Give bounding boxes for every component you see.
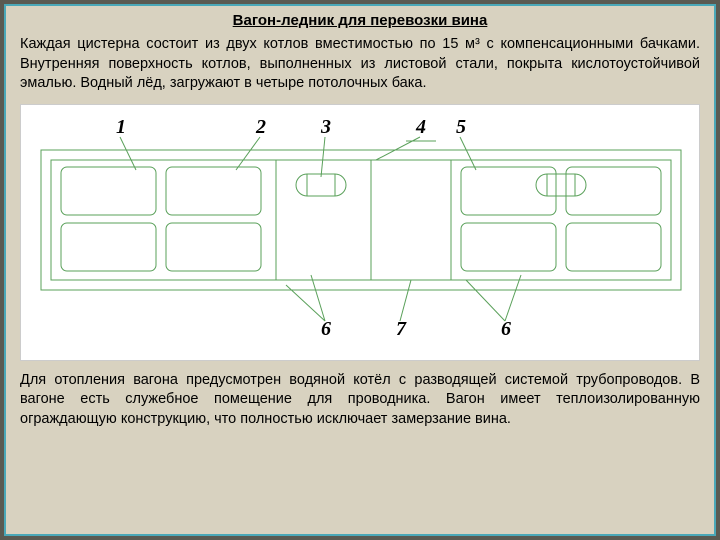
paragraph-2: Для отопления вагона предусмотрен водяно… bbox=[6, 367, 714, 434]
svg-text:7: 7 bbox=[396, 318, 407, 340]
page-title: Вагон-ледник для перевозки вина bbox=[6, 6, 714, 31]
paragraph-1: Каждая цистерна состоит из двух котлов в… bbox=[6, 31, 714, 98]
wagon-diagram: 1 2 3 4 5 6 7 6 bbox=[20, 104, 700, 361]
svg-text:4: 4 bbox=[415, 116, 426, 138]
svg-text:5: 5 bbox=[456, 116, 466, 138]
svg-text:6: 6 bbox=[501, 318, 511, 340]
svg-text:2: 2 bbox=[255, 116, 266, 138]
svg-text:6: 6 bbox=[321, 318, 331, 340]
svg-text:3: 3 bbox=[320, 116, 331, 138]
svg-text:1: 1 bbox=[116, 116, 126, 138]
